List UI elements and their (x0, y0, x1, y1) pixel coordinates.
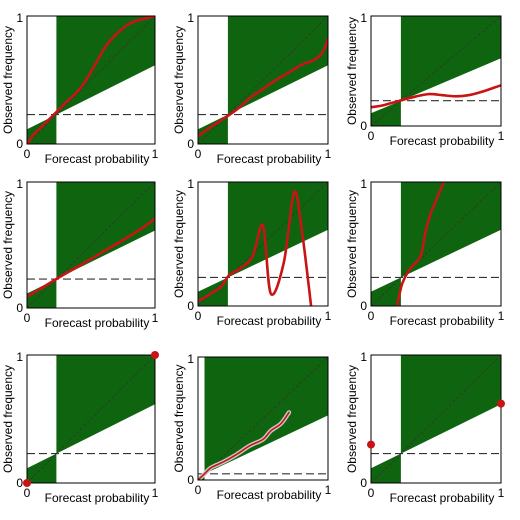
perfect-reliability-line (371, 16, 501, 126)
reliability-curve (27, 217, 155, 298)
perfect-reliability-line (371, 355, 501, 483)
x-axis-label: Forecast probability (390, 491, 495, 505)
y-tick-label: 1 (16, 350, 23, 364)
x-tick-label: 1 (152, 147, 159, 161)
data-point-marker (151, 351, 159, 359)
y-tick-label: 0 (360, 299, 367, 313)
x-tick-label: 0 (195, 309, 202, 323)
y-tick-label: 0 (187, 299, 194, 313)
reliability-curve (198, 411, 290, 480)
x-tick-label: 0 (24, 486, 31, 500)
reliability-curve (395, 182, 446, 306)
x-tick-label: 0 (368, 309, 375, 323)
data-point-marker (367, 440, 375, 449)
y-axis-label: Observed frequency (345, 365, 359, 473)
y-axis-label: Observed frequency (1, 365, 15, 473)
x-tick-label: 0 (195, 483, 202, 497)
x-axis-label: Forecast probability (390, 314, 495, 328)
y-tick-label: 1 (187, 11, 194, 25)
x-tick-label: 0 (24, 311, 31, 325)
y-tick-label: 0 (16, 301, 23, 315)
perfect-reliability-line (27, 16, 155, 144)
x-tick-label: 1 (498, 129, 505, 143)
data-point-marker (497, 399, 505, 408)
y-tick-label: 1 (360, 350, 367, 364)
y-axis-label: Observed frequency (1, 191, 15, 299)
x-axis-label: Forecast probability (217, 152, 322, 166)
x-axis-label: Forecast probability (390, 134, 495, 148)
x-tick-label: 0 (24, 147, 31, 161)
y-tick-label: 0 (187, 473, 194, 487)
reliability-curve (371, 84, 501, 109)
skill-region (198, 357, 328, 480)
y-tick-label: 1 (360, 11, 367, 25)
plot-frame (370, 181, 502, 307)
x-axis-label: Forecast probability (45, 491, 150, 505)
y-tick-label: 0 (187, 137, 194, 151)
y-tick-label: 0 (16, 137, 23, 151)
x-tick-label: 1 (325, 483, 332, 497)
x-axis-label: Forecast probability (217, 314, 322, 328)
y-tick-label: 0 (360, 119, 367, 133)
reliability-curve (198, 37, 328, 138)
reliability-curve (27, 16, 155, 144)
y-tick-label: 1 (16, 177, 23, 191)
plot-frame (26, 181, 156, 309)
y-axis-label: Observed frequency (172, 26, 186, 134)
y-tick-label: 1 (187, 177, 194, 191)
plot-frame (197, 15, 329, 145)
x-tick-label: 0 (195, 147, 202, 161)
y-axis-label: Observed frequency (172, 364, 186, 472)
y-tick-label: 1 (16, 11, 23, 25)
y-axis-label: Observed frequency (1, 26, 15, 134)
plot-frame (370, 15, 502, 127)
plot-frame (197, 181, 329, 307)
y-tick-label: 0 (360, 476, 367, 490)
y-axis-label: Observed frequency (172, 190, 186, 298)
x-tick-label: 1 (325, 147, 332, 161)
plot-frame (197, 356, 329, 481)
y-tick-label: 0 (16, 476, 23, 490)
x-tick-label: 0 (368, 486, 375, 500)
y-tick-label: 1 (187, 352, 194, 366)
plot-frame (26, 15, 156, 145)
x-tick-label: 1 (325, 309, 332, 323)
x-tick-label: 1 (152, 311, 159, 325)
data-point-marker (23, 479, 31, 487)
skill-region (371, 182, 501, 306)
x-axis-label: Forecast probability (45, 316, 150, 330)
y-axis-label: Observed frequency (345, 17, 359, 125)
x-axis-label: Forecast probability (217, 488, 322, 502)
plot-frame (26, 354, 156, 484)
reliability-curve (198, 190, 313, 306)
x-axis-label: Forecast probability (45, 152, 150, 166)
x-tick-label: 1 (152, 486, 159, 500)
plot-frame (370, 354, 502, 484)
x-tick-label: 0 (368, 129, 375, 143)
x-tick-label: 1 (498, 309, 505, 323)
y-tick-label: 1 (360, 177, 367, 191)
x-tick-label: 1 (498, 486, 505, 500)
perfect-reliability-line (27, 355, 155, 483)
y-axis-label: Observed frequency (345, 190, 359, 298)
